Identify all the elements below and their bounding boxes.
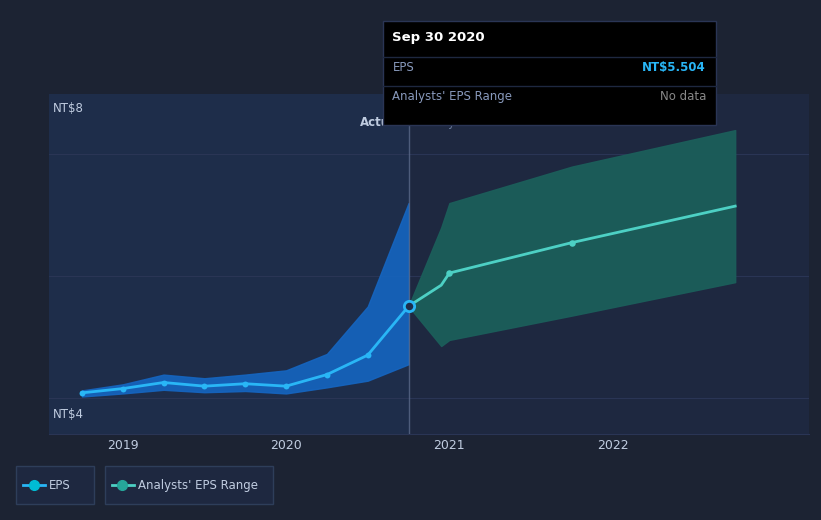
Point [443, 269, 456, 277]
Bar [49, 94, 409, 434]
Text: Actual: Actual [360, 116, 402, 129]
Text: Analysts Forecasts: Analysts Forecasts [422, 116, 531, 129]
Point [566, 239, 579, 247]
Point [402, 302, 415, 310]
Point [361, 351, 374, 359]
Text: NT$5.504: NT$5.504 [642, 61, 706, 74]
Text: No data: No data [660, 90, 706, 103]
Text: EPS: EPS [392, 61, 414, 74]
Point [402, 302, 415, 310]
Text: Analysts' EPS Range: Analysts' EPS Range [138, 478, 258, 492]
Point [117, 384, 130, 393]
Point [239, 380, 252, 388]
Point [279, 382, 292, 391]
Text: Analysts' EPS Range: Analysts' EPS Range [392, 90, 512, 103]
Text: EPS: EPS [49, 478, 71, 492]
Text: NT$4: NT$4 [53, 408, 84, 421]
Point [320, 370, 333, 379]
Text: NT$8: NT$8 [53, 102, 84, 115]
Point [157, 379, 170, 387]
Point [198, 382, 211, 391]
Text: Sep 30 2020: Sep 30 2020 [392, 31, 485, 44]
Point [76, 388, 89, 397]
